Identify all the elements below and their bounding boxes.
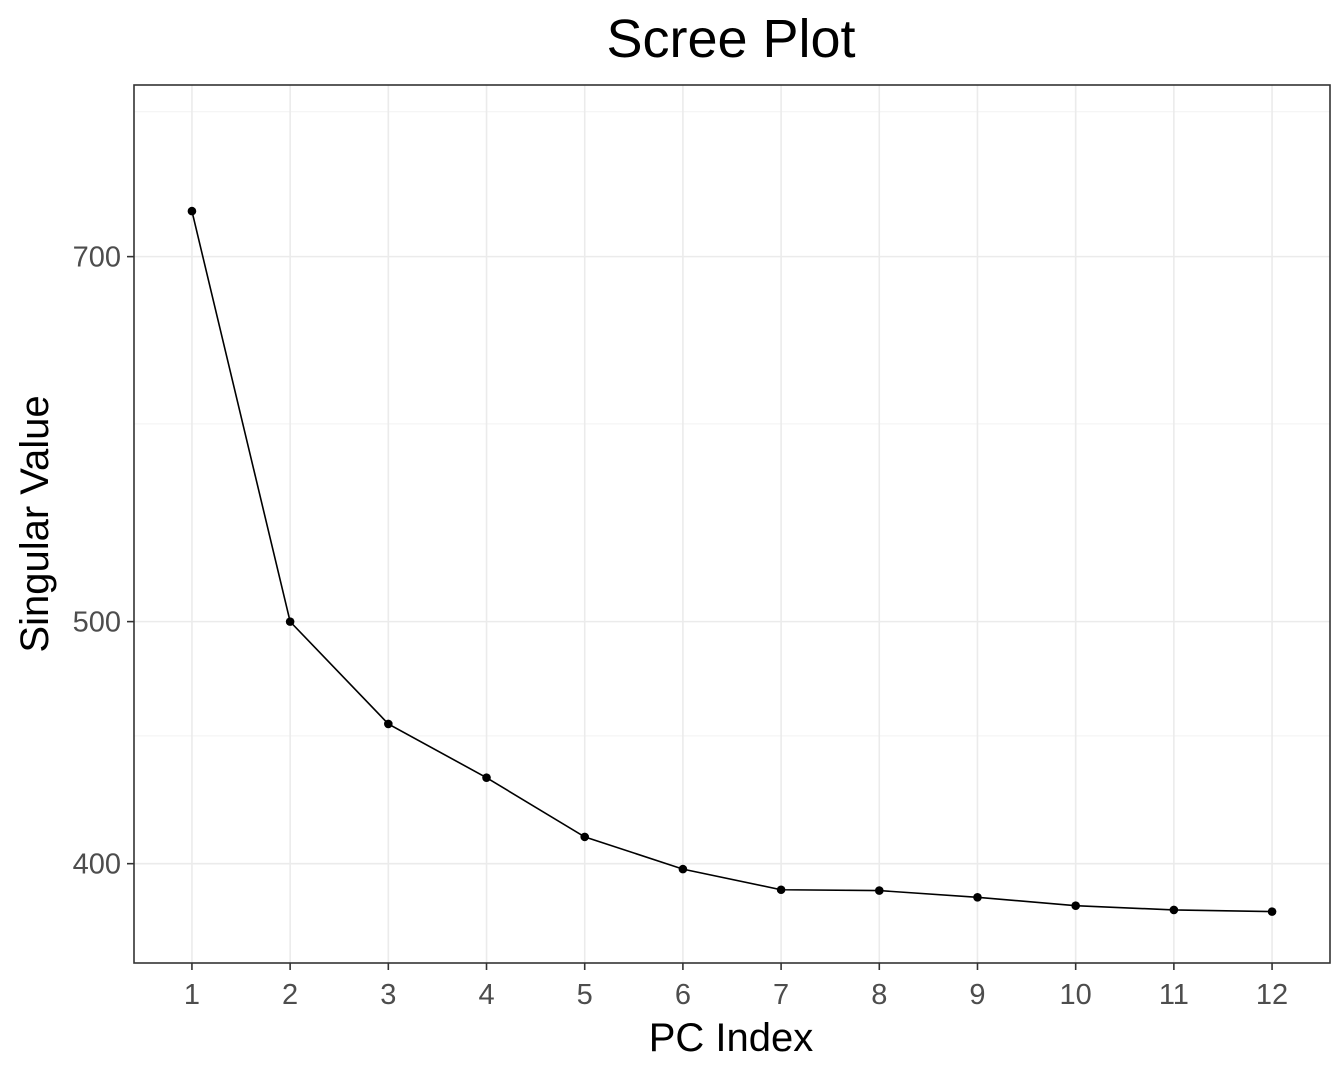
x-tick-label: 4 [478, 979, 494, 1011]
data-point [678, 864, 688, 874]
grid-layer [134, 85, 1330, 963]
x-tick-label: 12 [1256, 979, 1288, 1011]
x-tick-label: 3 [380, 979, 396, 1011]
x-tick-label: 10 [1060, 979, 1092, 1011]
x-tick-label: 7 [773, 979, 789, 1011]
data-point [1169, 905, 1179, 915]
data-point [187, 206, 197, 216]
series-line [191, 210, 1273, 913]
y-tick-label: 400 [73, 849, 121, 881]
x-tick-label: 9 [969, 979, 985, 1011]
x-tick-label: 8 [871, 979, 887, 1011]
data-point [1267, 907, 1277, 916]
panel-border [133, 84, 1331, 964]
data-point [285, 617, 295, 626]
data-point [580, 832, 590, 842]
y-tick-label: 500 [73, 607, 121, 639]
x-tick-label: 2 [282, 979, 298, 1011]
x-tick-label: 6 [675, 979, 691, 1011]
y-tick-label: 700 [73, 242, 121, 274]
series-layer [187, 206, 1277, 916]
x-tick-label: 11 [1159, 979, 1189, 1011]
data-point [482, 773, 491, 782]
data-point [973, 892, 982, 902]
data-point [384, 719, 393, 729]
y-axis-title: Singular Value [13, 395, 57, 652]
data-point [1071, 901, 1080, 910]
x-axis-title: PC Index [649, 1016, 814, 1060]
x-tick-label: 1 [184, 979, 200, 1011]
data-point [776, 885, 786, 895]
chart-title: Scree Plot [606, 9, 855, 69]
data-point [874, 886, 884, 895]
x-tick-label: 5 [577, 979, 593, 1011]
